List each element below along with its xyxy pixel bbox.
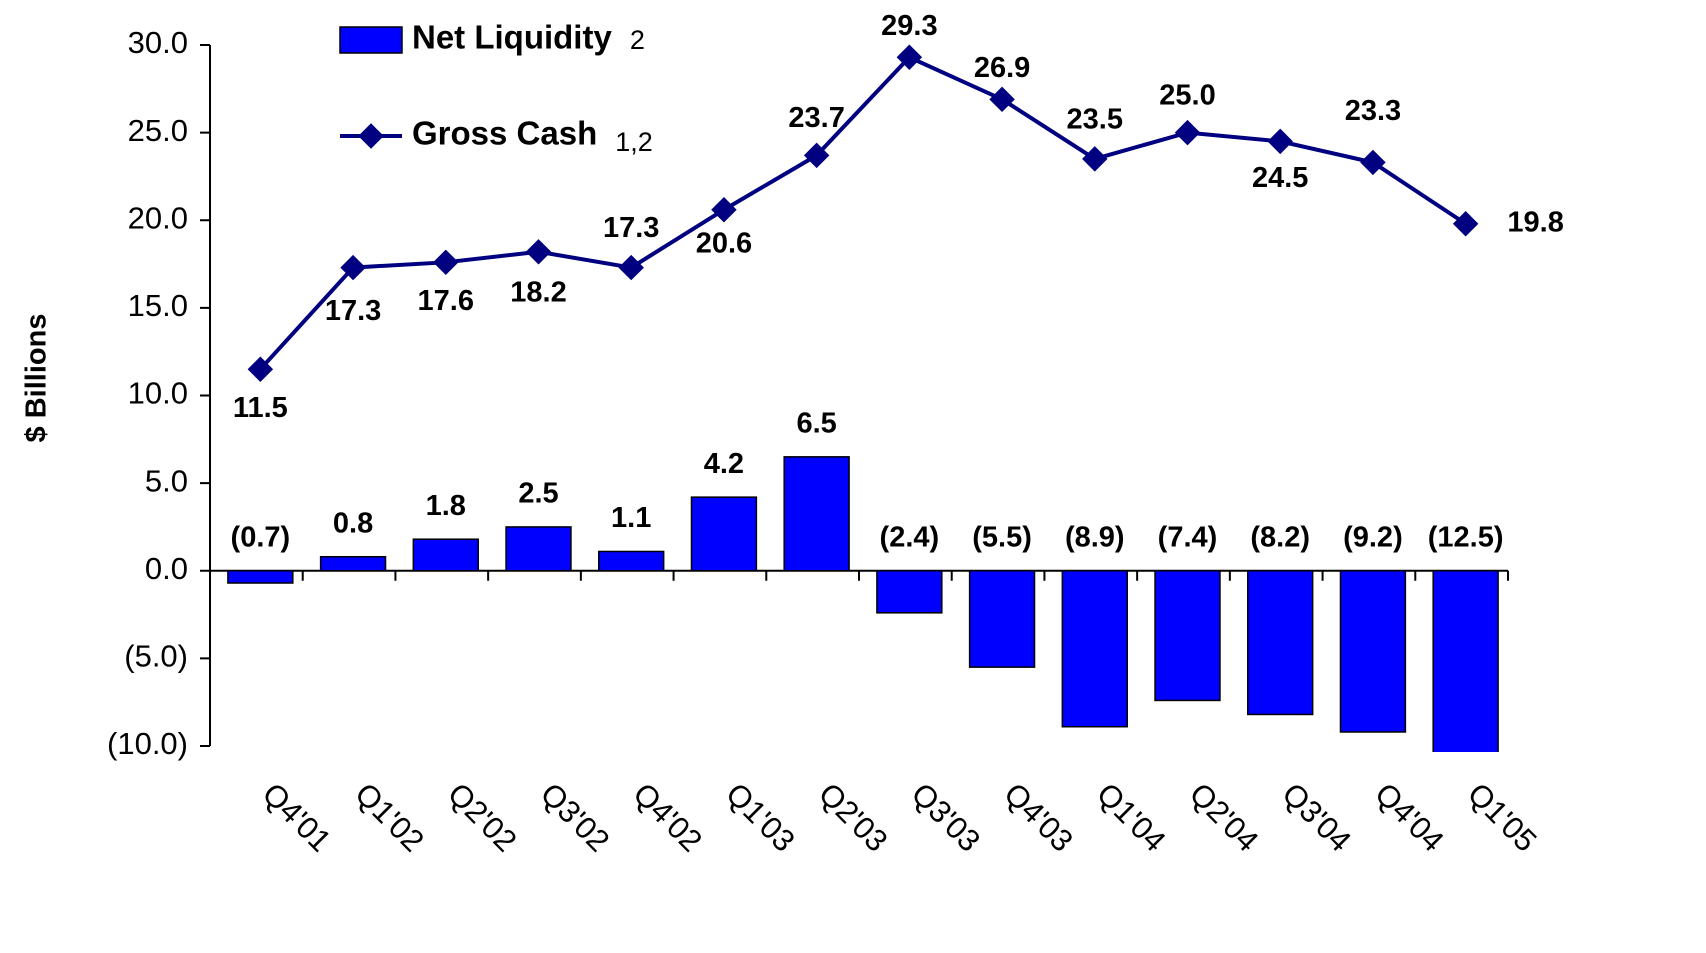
bar [1061, 570, 1128, 728]
y-tick-label: 30.0 [128, 25, 188, 60]
legend-marker [358, 123, 384, 149]
bar [1154, 570, 1221, 702]
line-label: 19.8 [1507, 206, 1563, 238]
y-tick-label: 15.0 [128, 288, 188, 323]
bar-label: (8.9) [1065, 521, 1125, 553]
marker [1360, 149, 1386, 176]
marker [1452, 211, 1479, 237]
x-tick-label: Q1'05 [1461, 776, 1544, 859]
bar [319, 555, 387, 572]
bar-label: (7.4) [1158, 521, 1218, 553]
y-tick-label: 20.0 [128, 200, 188, 235]
line-label: 23.7 [788, 102, 844, 134]
x-tick-label: Q2'02 [441, 776, 524, 859]
line-label: 23.5 [1067, 104, 1123, 136]
marker [1082, 146, 1108, 172]
line [258, 54, 1467, 371]
marker [618, 254, 644, 281]
y-axis-label: $ Billions [21, 314, 53, 443]
line-label: 29.3 [881, 10, 937, 42]
x-tick-label: Q4'03 [997, 776, 1080, 859]
x-tick-label: Q3'02 [534, 776, 617, 859]
bar-label: 4.2 [704, 448, 744, 480]
bar-label: (5.5) [972, 521, 1032, 553]
line-label: 11.5 [233, 392, 288, 424]
bar [505, 526, 572, 572]
bar [783, 456, 850, 572]
x-tick-label: Q1'02 [348, 776, 431, 859]
bar-label: 1.1 [611, 502, 651, 534]
line-label: 24.5 [1252, 162, 1308, 194]
line-label: 20.6 [696, 227, 752, 259]
line-label: 26.9 [974, 52, 1030, 84]
line-label: 23.3 [1345, 95, 1401, 127]
bar [1247, 570, 1314, 716]
x-tick-label: Q2'03 [812, 776, 895, 859]
legend-label: Gross Cash [412, 115, 597, 152]
bar-label: (8.2) [1250, 521, 1310, 553]
legend-note: 2 [630, 25, 645, 55]
x-tick-label: Q2'04 [1183, 776, 1266, 859]
line-label: 18.2 [510, 276, 566, 308]
marker [896, 44, 923, 70]
marker [989, 86, 1015, 113]
bar-label: (12.5) [1428, 521, 1504, 553]
bar [1339, 570, 1407, 733]
bar [598, 550, 665, 572]
marker [1174, 119, 1201, 146]
x-tick-label: Q3'03 [905, 776, 988, 859]
marker [433, 249, 459, 276]
bar [1432, 570, 1499, 752]
bar-label: (2.4) [880, 521, 940, 553]
y-tick-label: 5.0 [145, 463, 188, 498]
x-tick-label: Q3'04 [1275, 776, 1358, 859]
marker [340, 254, 366, 281]
x-tick-label: Q1'04 [1090, 776, 1173, 859]
x-tick-label: Q4'01 [256, 776, 339, 859]
bar-label: (9.2) [1343, 521, 1403, 553]
legend-label: Net Liquidity [412, 19, 612, 56]
line-label: 17.3 [325, 295, 381, 327]
marker [247, 356, 274, 382]
marker [711, 197, 737, 223]
bar-label: 0.8 [333, 507, 373, 539]
plot [227, 456, 1499, 752]
line-label: 17.6 [418, 285, 474, 317]
marker [803, 142, 830, 169]
legend-swatch [339, 26, 403, 54]
bar [227, 570, 294, 584]
marker [1267, 128, 1293, 155]
x-tick-label: Q4'04 [1368, 776, 1451, 859]
bar-label: 2.5 [518, 478, 558, 510]
bar-label: 6.5 [796, 407, 836, 439]
x-tick-label: Q1'03 [719, 776, 802, 859]
bar [690, 496, 758, 572]
bar-label: (0.7) [231, 521, 291, 553]
y-tick-label: (10.0) [107, 726, 188, 761]
line-label: 25.0 [1159, 79, 1215, 111]
y-tick-label: 0.0 [145, 551, 188, 586]
bar [876, 570, 943, 614]
marker [525, 239, 552, 265]
y-tick-label: 10.0 [128, 376, 188, 411]
bar [412, 538, 479, 572]
y-tick-label: (5.0) [124, 639, 188, 674]
line-label: 17.3 [603, 212, 659, 244]
x-tick-label: Q4'02 [626, 776, 709, 859]
bar [968, 570, 1036, 668]
bar-label: 1.8 [426, 490, 466, 522]
legend-note: 1,2 [615, 127, 653, 157]
y-tick-label: 25.0 [128, 113, 188, 148]
